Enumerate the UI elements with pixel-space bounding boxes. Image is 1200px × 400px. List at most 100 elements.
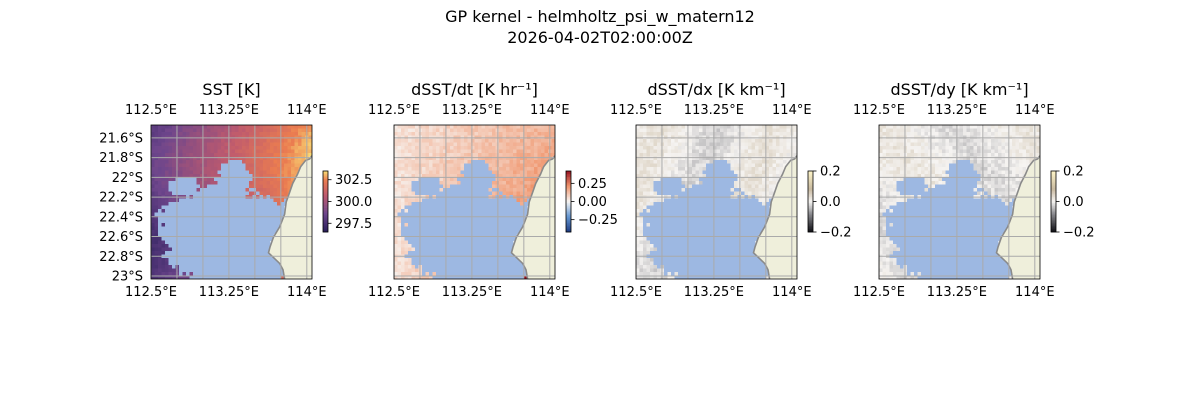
- heatmap-cell: [457, 223, 461, 227]
- heatmap-cell: [193, 142, 197, 147]
- heatmap-cell: [422, 160, 426, 164]
- heatmap-cell: [411, 142, 416, 147]
- heatmap-cell: [516, 226, 521, 231]
- heatmap-cell: [688, 181, 693, 185]
- heatmap-cell: [259, 125, 264, 129]
- heatmap-cell: [161, 209, 166, 213]
- heatmap-cell: [210, 181, 215, 185]
- heatmap-cell: [394, 191, 398, 196]
- heatmap-cell: [168, 209, 173, 213]
- heatmap-cell: [502, 223, 507, 227]
- heatmap-cell: [460, 156, 465, 161]
- heatmap-cell: [422, 191, 426, 196]
- heatmap-cell: [527, 156, 531, 161]
- heatmap-cell: [231, 233, 236, 238]
- heatmap-cell: [734, 223, 738, 227]
- heatmap-cell: [231, 184, 236, 189]
- heatmap-cell: [443, 160, 447, 164]
- heatmap-cell: [214, 146, 218, 150]
- heatmap-cell: [727, 202, 731, 206]
- x-tick-label-top: 112.5°E: [125, 103, 177, 118]
- heatmap-cell: [643, 170, 647, 175]
- colorbar-segment: [566, 174, 571, 176]
- heatmap-cell: [207, 174, 211, 178]
- heatmap-cell: [151, 226, 155, 231]
- heatmap-cell: [154, 247, 159, 252]
- heatmap-cell: [639, 174, 644, 178]
- heatmap-cell: [200, 146, 204, 150]
- heatmap-cell: [172, 202, 176, 206]
- heatmap-cell: [165, 212, 169, 217]
- heatmap-cell: [273, 209, 278, 213]
- heatmap-cell: [439, 181, 444, 185]
- heatmap-cell: [168, 240, 173, 245]
- heatmap-cell: [238, 181, 243, 185]
- heatmap-cell: [186, 272, 190, 276]
- heatmap-cell: [214, 261, 218, 266]
- heatmap-cell: [186, 146, 190, 150]
- heatmap-cell: [429, 174, 433, 178]
- heatmap-cell: [151, 258, 155, 262]
- heatmap-cell: [492, 160, 496, 164]
- heatmap-cell: [699, 156, 703, 161]
- heatmap-cell: [182, 170, 187, 175]
- heatmap-cell: [422, 198, 426, 203]
- heatmap-cell: [439, 209, 444, 213]
- heatmap-cell: [443, 181, 447, 185]
- heatmap-cell: [685, 146, 689, 150]
- heatmap-cell: [467, 261, 472, 266]
- heatmap-cell: [769, 177, 773, 182]
- x-tick-label-bottom: 113.25°E: [442, 285, 502, 300]
- heatmap-cell: [741, 230, 745, 234]
- heatmap-cell: [432, 251, 437, 255]
- heatmap-cell: [259, 261, 264, 266]
- heatmap-cell: [242, 237, 246, 241]
- heatmap-cell: [481, 237, 486, 241]
- heatmap-cell: [158, 149, 162, 154]
- heatmap-cell: [678, 219, 682, 224]
- heatmap-cell: [776, 160, 780, 164]
- heatmap-cell: [446, 202, 451, 206]
- heatmap-cell: [291, 146, 295, 150]
- heatmap-cell: [678, 167, 682, 171]
- heatmap-cell: [453, 125, 458, 129]
- heatmap-cell: [270, 258, 274, 262]
- heatmap-cell: [488, 177, 493, 182]
- heatmap-cell: [523, 184, 528, 189]
- heatmap-cell: [464, 125, 468, 129]
- heatmap-cell: [168, 268, 173, 273]
- heatmap-cell: [411, 174, 416, 178]
- heatmap-cell: [492, 198, 496, 203]
- heatmap-cell: [245, 156, 250, 161]
- colorbar-segment: [323, 224, 328, 227]
- heatmap-cell: [674, 146, 679, 150]
- heatmap-cell: [217, 219, 222, 224]
- heatmap-cell: [394, 261, 398, 266]
- heatmap-cell: [404, 216, 409, 220]
- heatmap-cell: [161, 149, 166, 154]
- heatmap-cell: [471, 156, 475, 161]
- heatmap-cell: [650, 226, 654, 231]
- heatmap-cell: [453, 240, 458, 245]
- heatmap-cell: [643, 139, 647, 143]
- x-tick-label-bottom: 112.5°E: [125, 285, 177, 300]
- heatmap-cell: [453, 184, 458, 189]
- heatmap-cell: [506, 230, 510, 234]
- heatmap-cell: [506, 209, 510, 213]
- heatmap-cell: [263, 146, 267, 150]
- heatmap-cell: [266, 188, 271, 192]
- heatmap-cell: [541, 146, 545, 150]
- heatmap-cell: [492, 240, 496, 245]
- heatmap-cell: [779, 149, 784, 154]
- heatmap-cell: [436, 177, 440, 182]
- heatmap-cell: [422, 149, 426, 154]
- heatmap-cell: [762, 167, 766, 171]
- heatmap-cell: [301, 128, 306, 133]
- heatmap-cell: [474, 163, 479, 168]
- heatmap-cell: [488, 139, 493, 143]
- heatmap-cell: [688, 153, 693, 157]
- heatmap-cell: [674, 128, 679, 133]
- heatmap-cell: [636, 139, 640, 143]
- heatmap-cell: [394, 146, 398, 150]
- heatmap-cell: [534, 146, 538, 150]
